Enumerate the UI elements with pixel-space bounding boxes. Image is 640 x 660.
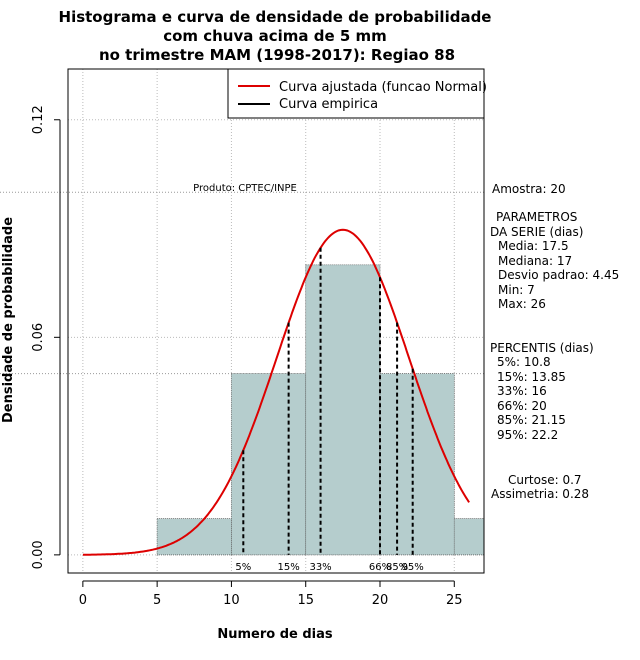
percentile-label: 33% <box>309 562 331 573</box>
chart-title-line-3: no trimestre MAM (1998-2017): Regiao 88 <box>99 46 455 64</box>
param-max: Max: 26 <box>498 297 546 311</box>
percentile-95: 95%: 22.2 <box>497 428 558 442</box>
chart-title-line-1: Histograma e curva de densidade de proba… <box>59 8 492 26</box>
y-axis-title: Densidade de probabilidade <box>1 217 16 423</box>
percentile-label: 5% <box>235 562 251 573</box>
percentile-85: 85%: 21.15 <box>497 413 566 427</box>
percentile-5: 5%: 10.8 <box>497 355 551 369</box>
chart-title-line-2: com chuva acima de 5 mm <box>163 27 387 45</box>
percentiles-heading: PERCENTIS (dias) <box>490 341 594 355</box>
legend-label-fitted: Curva ajustada (funcao Normal) <box>279 80 487 95</box>
histogram-bar <box>453 518 485 556</box>
x-tick-label: 5 <box>153 593 161 608</box>
legend-box <box>227 68 485 119</box>
histogram-bar <box>379 373 455 556</box>
x-tick-label: 20 <box>372 593 389 608</box>
product-label: Produto: CPTEC/INPE <box>193 183 297 194</box>
skewness: Assimetria: 0.28 <box>491 487 589 501</box>
histogram-bar <box>156 518 232 556</box>
param-min: Min: 7 <box>498 283 535 297</box>
axes-layer: 0 5 10 15 20 25 0.00 0.06 0.12 <box>31 105 463 608</box>
x-axis-title: Numero de dias <box>217 627 333 642</box>
x-tick-label: 10 <box>223 593 240 608</box>
param-mean: Media: 17.5 <box>498 239 569 253</box>
kurtosis: Curtose: 0.7 <box>508 473 582 487</box>
sample-size: Amostra: 20 <box>492 182 566 196</box>
histogram-bars <box>156 264 485 556</box>
percentile-label: 85% <box>386 562 408 573</box>
y-tick-label: 0.00 <box>31 540 46 569</box>
percentile-label: 15% <box>278 562 300 573</box>
histogram-bar <box>305 264 381 556</box>
stats-panel: Amostra: 20 PARAMETROS DA SERIE (dias) M… <box>490 182 619 501</box>
x-tick-label: 15 <box>297 593 314 608</box>
param-median: Mediana: 17 <box>498 254 572 268</box>
x-tick-label: 25 <box>446 593 463 608</box>
y-tick-label: 0.12 <box>31 105 46 134</box>
fitted-curve-layer <box>82 228 470 556</box>
percentile-15: 15%: 13.85 <box>497 370 566 384</box>
percentile-lines: 5% 15% 33% 66%85%95% <box>235 247 424 573</box>
fitted-normal-curve <box>82 228 470 556</box>
percentile-66: 66%: 20 <box>497 399 547 413</box>
legend: Curva ajustada (funcao Normal) Curva emp… <box>227 68 487 119</box>
params-heading-2: DA SERIE (dias) <box>490 225 583 239</box>
x-tick-label: 0 <box>79 593 87 608</box>
param-sd: Desvio padrao: 4.45 <box>498 268 619 282</box>
y-tick-label: 0.06 <box>31 323 46 352</box>
histogram-bar <box>231 373 307 556</box>
percentile-33: 33%: 16 <box>497 384 547 398</box>
percentile-label: 95% <box>402 562 424 573</box>
percentile-label: 66% <box>369 562 391 573</box>
legend-label-empirical: Curva empirica <box>279 97 378 112</box>
params-heading-1: PARAMETROS <box>496 210 577 224</box>
